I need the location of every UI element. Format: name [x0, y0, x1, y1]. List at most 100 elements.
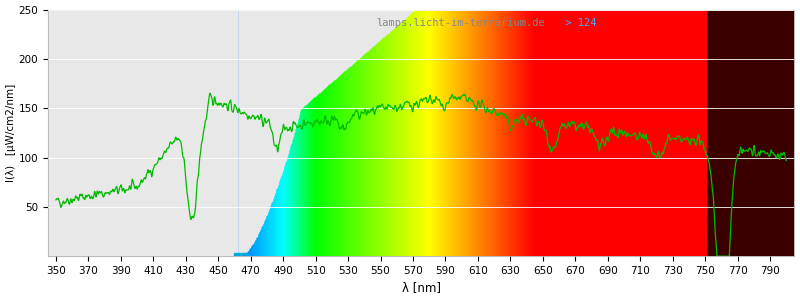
Bar [562, 10, 563, 256]
Bar [557, 10, 558, 256]
Bar [589, 10, 590, 256]
Bar [482, 10, 483, 256]
Bar [354, 10, 355, 61]
Bar [358, 10, 359, 256]
Bar [443, 10, 444, 256]
Bar [282, 10, 283, 256]
Bar [482, 10, 483, 256]
Bar [613, 10, 614, 256]
Bar [498, 10, 499, 256]
Bar [326, 10, 327, 85]
Bar [272, 10, 274, 196]
Bar [277, 10, 278, 256]
Bar [616, 10, 617, 256]
Bar [332, 10, 333, 256]
Bar [648, 10, 649, 256]
Bar [385, 10, 386, 34]
Bar [466, 10, 467, 256]
Bar [449, 10, 450, 256]
Bar [477, 10, 478, 256]
Bar [574, 10, 576, 256]
Bar [544, 10, 546, 256]
Bar [272, 10, 273, 256]
Bar [355, 10, 356, 60]
Bar [270, 10, 271, 256]
Bar [351, 10, 352, 63]
Bar [394, 10, 395, 256]
Bar [368, 10, 369, 49]
Bar [353, 10, 354, 256]
Bar [254, 10, 255, 238]
Bar [361, 10, 362, 256]
Bar [409, 10, 410, 256]
Bar [664, 10, 666, 256]
Bar [634, 10, 636, 256]
Bar [251, 10, 252, 243]
Bar [525, 10, 526, 256]
Bar [591, 10, 593, 256]
Bar [395, 10, 397, 25]
Bar [580, 10, 581, 256]
Bar [558, 10, 559, 256]
Bar [366, 10, 367, 256]
Bar [252, 10, 254, 256]
Bar [265, 10, 266, 256]
Bar [292, 10, 293, 136]
Bar [303, 10, 304, 256]
Bar [266, 10, 267, 256]
Bar [533, 10, 534, 256]
Bar [536, 10, 537, 256]
Bar [364, 10, 365, 256]
Bar [515, 10, 516, 256]
Bar [636, 10, 637, 256]
Bar [243, 10, 244, 256]
Bar [703, 10, 704, 256]
Bar [507, 10, 509, 256]
Bar [647, 10, 648, 256]
Bar [344, 10, 346, 256]
Bar [576, 10, 578, 256]
Bar [419, 10, 421, 256]
Bar [420, 10, 421, 256]
Bar [655, 10, 656, 256]
Bar [288, 10, 289, 256]
Bar [369, 10, 370, 48]
Bar [557, 10, 558, 256]
Bar [246, 10, 247, 251]
Bar [434, 10, 435, 256]
Bar [386, 10, 387, 33]
Bar [332, 10, 333, 80]
Bar [344, 10, 345, 256]
Bar [342, 10, 343, 71]
Bar [274, 10, 275, 192]
Bar [342, 10, 343, 71]
Bar [423, 10, 425, 256]
Bar [362, 10, 363, 256]
Bar [319, 10, 321, 91]
Bar [432, 10, 433, 256]
Bar [491, 10, 492, 256]
Bar [605, 10, 606, 256]
Bar [405, 10, 406, 256]
Bar [537, 10, 538, 256]
Bar [364, 10, 365, 52]
Bar [579, 10, 580, 256]
Bar [316, 10, 317, 256]
Bar [675, 10, 677, 256]
Bar [520, 10, 522, 256]
Bar [283, 10, 285, 163]
Bar [241, 10, 242, 256]
Bar [676, 10, 677, 256]
Bar [460, 10, 461, 256]
Bar [517, 10, 518, 256]
Bar [261, 10, 262, 256]
Bar [354, 10, 356, 60]
Bar [441, 10, 442, 256]
Bar [270, 10, 271, 201]
Bar [680, 10, 681, 256]
Bar [553, 10, 554, 256]
Bar [666, 10, 668, 256]
Bar [313, 10, 314, 97]
Bar [438, 10, 440, 256]
Bar [292, 10, 293, 256]
